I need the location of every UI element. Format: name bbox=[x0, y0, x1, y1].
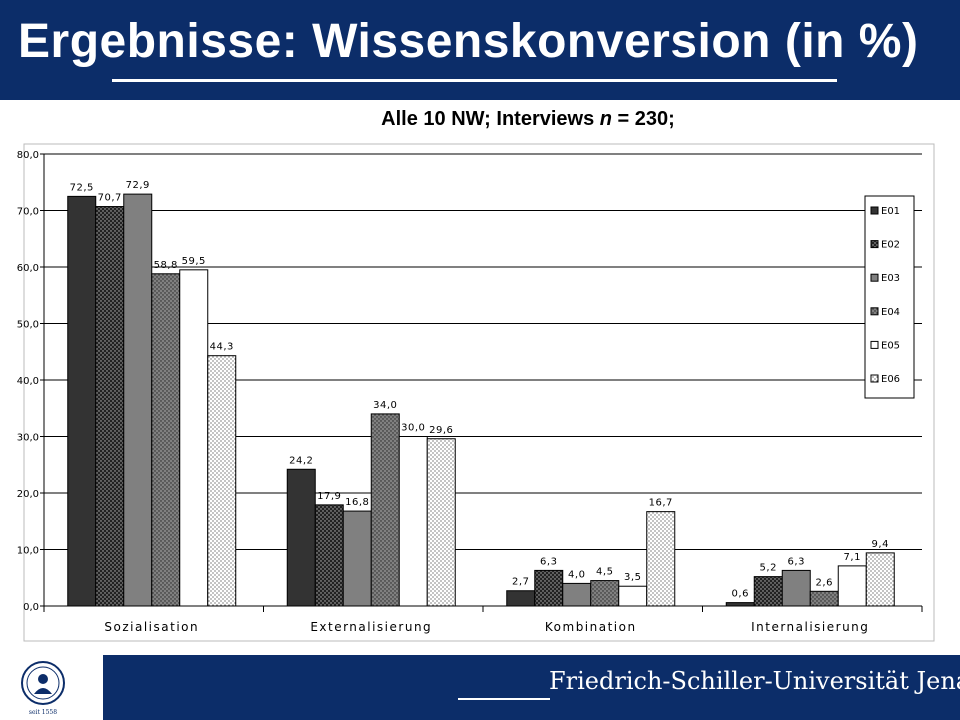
data-label: 4,0 bbox=[568, 569, 585, 580]
data-label: 6,3 bbox=[540, 556, 557, 567]
y-tick-label: 80,0 bbox=[17, 150, 39, 161]
chart-title-n: n bbox=[599, 108, 612, 130]
bar-chart: 0,0 10,0 20,0 30,0 40,0 50,0 60,0 70,0 80,0 72,5… bbox=[17, 143, 935, 642]
chart-title-prefix: Alle 10 NW; Interviews bbox=[381, 108, 600, 130]
legend-swatch bbox=[870, 240, 879, 249]
bar-e02 bbox=[753, 576, 783, 607]
legend-swatch bbox=[870, 273, 879, 282]
bar-e06 bbox=[426, 438, 456, 607]
data-label: 58,8 bbox=[154, 260, 178, 271]
gridlines bbox=[44, 153, 922, 550]
y-tick-label: 40,0 bbox=[17, 376, 39, 387]
bar-e04 bbox=[590, 580, 620, 607]
data-label: 7,1 bbox=[844, 552, 861, 563]
data-label: 72,9 bbox=[126, 180, 150, 191]
bar-e03 bbox=[781, 569, 811, 607]
footer-rule bbox=[458, 698, 550, 700]
bars: 72,5 70,7 72,9 58,8 59,5 44,3 24,2 17,9 16,8 34,0… bbox=[67, 180, 895, 607]
bar-e02 bbox=[95, 206, 125, 607]
bar-e05 bbox=[837, 565, 867, 607]
y-tick-label: 60,0 bbox=[17, 263, 39, 274]
data-label: 72,5 bbox=[70, 182, 94, 193]
slide-title: Ergebnisse: Wissenskonversion (in %) bbox=[18, 15, 919, 68]
legend: E01 E02 E03 E04 E05 E06 bbox=[864, 195, 915, 399]
chart-title: Alle 10 NW; Interviews n = 230; bbox=[0, 108, 960, 131]
data-label: 5,2 bbox=[760, 563, 777, 574]
chart-title-suffix: = 230; bbox=[611, 108, 675, 130]
data-label: 30,0 bbox=[401, 423, 425, 434]
bar-e02 bbox=[314, 504, 344, 607]
data-label: 6,3 bbox=[788, 556, 805, 567]
data-label: 2,6 bbox=[816, 577, 833, 588]
data-label: 4,5 bbox=[596, 567, 613, 578]
category-label: Kombination bbox=[545, 620, 637, 634]
title-underline bbox=[112, 79, 837, 82]
data-label: 70,7 bbox=[98, 193, 122, 204]
legend-label: E03 bbox=[881, 273, 900, 284]
category-label: Internalisierung bbox=[751, 620, 869, 634]
bar-e06 bbox=[865, 552, 895, 607]
data-label: 9,4 bbox=[872, 539, 889, 550]
bar-e03 bbox=[123, 193, 153, 607]
legend-label: E02 bbox=[881, 240, 900, 251]
bar-e04 bbox=[151, 273, 181, 607]
university-name: Friedrich-Schiller-Universität Jena bbox=[549, 667, 960, 695]
legend-label: E04 bbox=[881, 307, 900, 318]
data-label: 16,8 bbox=[345, 497, 369, 508]
data-label: 59,5 bbox=[182, 256, 206, 267]
bar-e04 bbox=[809, 590, 839, 607]
data-label: 29,6 bbox=[429, 425, 453, 436]
bar-e01 bbox=[286, 468, 316, 607]
bar-e03 bbox=[562, 582, 592, 607]
y-tick-label: 50,0 bbox=[17, 320, 39, 331]
data-label: 2,7 bbox=[512, 577, 529, 588]
data-label: 24,2 bbox=[289, 455, 313, 466]
category-label: Externalisierung bbox=[310, 620, 432, 634]
data-label: 0,6 bbox=[732, 589, 749, 600]
legend-label: E01 bbox=[881, 206, 900, 217]
bar-e05 bbox=[398, 436, 428, 607]
data-label: 44,3 bbox=[210, 342, 234, 353]
seal-caption: seit 1558 bbox=[29, 709, 57, 716]
x-axis: Sozialisation Externalisierung Kombination… bbox=[43, 605, 923, 634]
data-label: 16,7 bbox=[649, 498, 673, 509]
category-label: Sozialisation bbox=[104, 620, 199, 634]
footer-bar: Friedrich-Schiller-Universität Jena bbox=[103, 655, 960, 720]
y-tick-label: 20,0 bbox=[17, 489, 39, 500]
data-label: 3,5 bbox=[624, 572, 641, 583]
data-label: 34,0 bbox=[373, 400, 397, 411]
y-tick-label: 70,0 bbox=[17, 207, 39, 218]
bar-e02 bbox=[534, 569, 564, 607]
title-bar: Ergebnisse: Wissenskonversion (in %) bbox=[0, 0, 960, 100]
legend-swatch bbox=[870, 206, 879, 215]
bar-e06 bbox=[646, 511, 676, 607]
y-tick-label: 30,0 bbox=[17, 433, 39, 444]
university-seal: seit 1558 bbox=[21, 661, 65, 716]
y-axis: 0,0 10,0 20,0 30,0 40,0 50,0 60,0 70,0 80,0 bbox=[17, 150, 45, 613]
legend-box bbox=[864, 195, 915, 399]
data-label: 17,9 bbox=[317, 491, 341, 502]
bar-e01 bbox=[725, 602, 755, 607]
bar-e04 bbox=[370, 413, 400, 607]
bar-e06 bbox=[207, 355, 237, 607]
legend-swatch bbox=[870, 374, 879, 383]
y-tick-label: 10,0 bbox=[17, 546, 39, 557]
y-tick-label: 0,0 bbox=[23, 602, 39, 613]
bar-e01 bbox=[67, 195, 97, 607]
legend-swatch bbox=[870, 307, 879, 316]
bar-e03 bbox=[342, 510, 372, 607]
legend-swatch bbox=[870, 340, 879, 349]
bar-e05 bbox=[618, 585, 648, 607]
legend-label: E05 bbox=[881, 340, 900, 351]
legend-label: E06 bbox=[881, 374, 900, 385]
bar-e05 bbox=[179, 269, 209, 607]
bar-e01 bbox=[506, 590, 536, 607]
